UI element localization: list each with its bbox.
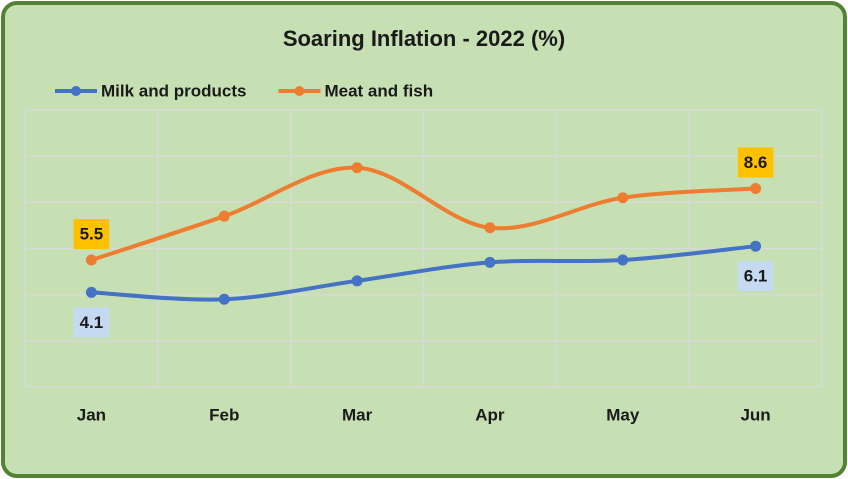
data-label-box: [737, 147, 774, 178]
legend-marker: [71, 86, 81, 96]
x-tick-label: Feb: [209, 405, 239, 424]
data-label: 6.1: [744, 267, 768, 286]
data-point: [351, 162, 363, 174]
chart-title: Soaring Inflation - 2022 (%): [283, 26, 565, 51]
data-point: [617, 192, 629, 204]
data-point: [85, 286, 97, 298]
data-point: [484, 222, 496, 234]
data-label: 4.1: [80, 313, 104, 332]
data-point: [484, 256, 496, 268]
data-label-box: [73, 219, 110, 250]
data-point: [750, 240, 762, 252]
data-point: [218, 293, 230, 305]
x-tick-label: Apr: [475, 405, 505, 424]
data-point: [617, 254, 629, 266]
legend-label: Meat and fish: [324, 81, 433, 100]
data-label-box: [73, 307, 110, 338]
series-line: [89, 244, 758, 302]
data-point: [351, 275, 363, 287]
legend-label: Milk and products: [101, 81, 246, 100]
data-label: 8.6: [744, 153, 768, 172]
x-tick-label: Jun: [740, 405, 770, 424]
x-tick-label: Jan: [77, 405, 106, 424]
data-point: [218, 210, 230, 222]
data-label-box: [737, 261, 774, 292]
legend-marker: [294, 86, 305, 96]
data-point: [750, 182, 762, 194]
x-tick-label: May: [606, 405, 640, 424]
data-label: 5.5: [80, 225, 104, 244]
x-tick-label: Mar: [342, 405, 373, 424]
data-point: [85, 254, 97, 266]
series-line: [89, 165, 758, 263]
